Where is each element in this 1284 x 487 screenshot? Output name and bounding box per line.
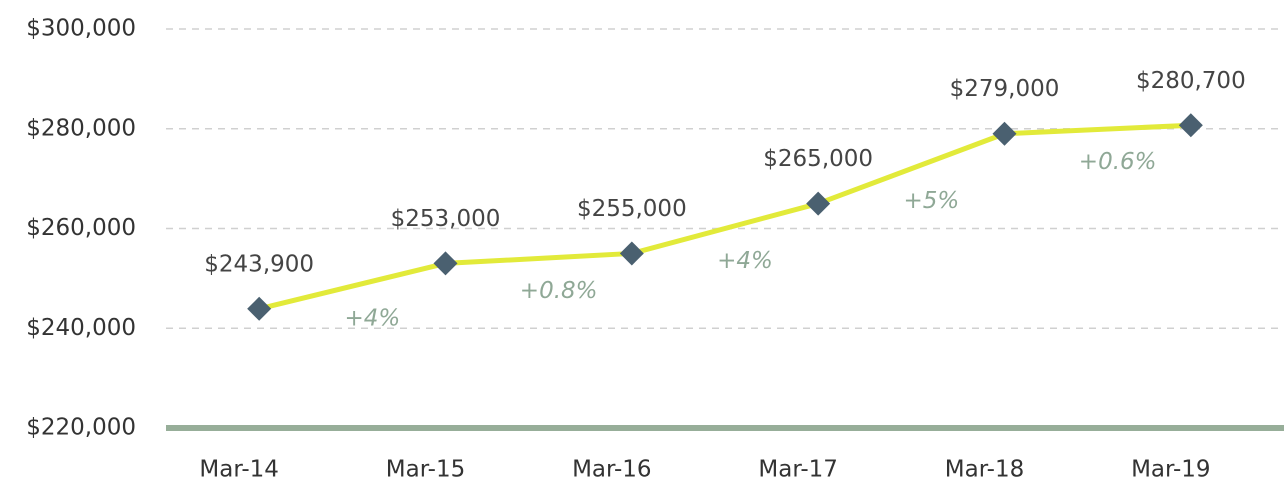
y-tick-label: $300,000 [26,16,136,42]
data-label: $253,000 [391,206,501,232]
data-label: $265,000 [763,146,873,172]
line [258,122,1191,312]
marker [433,251,458,276]
marker [247,296,272,321]
annotation: +0.6% [1079,149,1157,175]
data-label: $243,900 [204,251,314,277]
y-tick-label: $260,000 [26,215,136,241]
data-label: $279,000 [950,76,1060,102]
x-tick-label: Mar-18 [945,457,1025,483]
x-tick-label: Mar-16 [572,457,652,483]
y-tick-label: $240,000 [26,315,136,341]
annotation: +5% [903,188,959,214]
x-tick-label: Mar-17 [758,457,838,483]
marker [992,121,1017,146]
y-tick-label: $280,000 [26,115,136,141]
y-tick-label: $220,000 [26,415,136,441]
marker [619,241,644,266]
annotation: +0.8% [520,278,598,304]
x-tick-label: Mar-19 [1131,457,1211,483]
x-tick-label: Mar-14 [199,457,279,483]
x-tick-label: Mar-15 [386,457,466,483]
data-label: $255,000 [577,196,687,222]
data-label: $280,700 [1136,68,1246,94]
marker [806,191,831,216]
marker [1178,113,1203,138]
annotation: +4% [344,306,400,332]
annotation: +4% [717,248,773,274]
